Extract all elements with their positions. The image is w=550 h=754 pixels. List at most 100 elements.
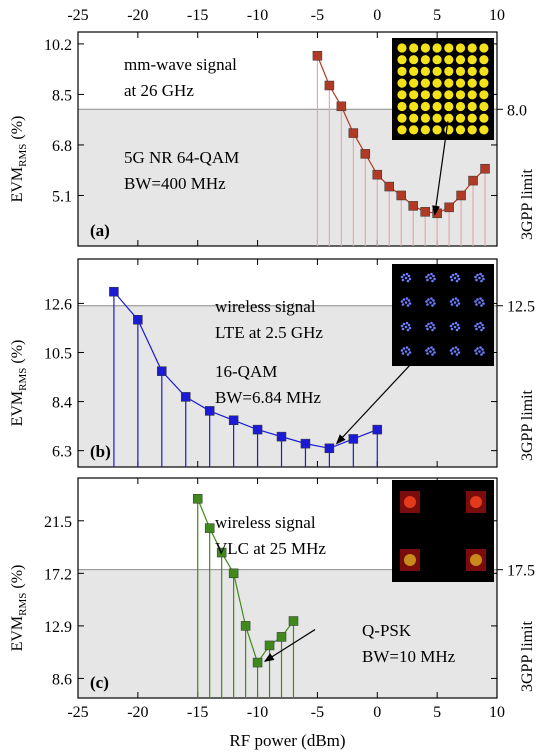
data-point xyxy=(336,101,347,112)
right-axis-label: 3GPP limit xyxy=(519,620,536,692)
x-tick-label-top: -5 xyxy=(311,7,324,24)
constellation-point xyxy=(478,301,481,304)
limit-label: 17.5 xyxy=(507,563,535,580)
panel-a: 10.2 8.5 6.8 5.1 8.0 3GPP limit EVMRMS (%) (a) m… xyxy=(9,31,536,247)
constellation-point xyxy=(420,78,430,88)
constellation-point xyxy=(430,297,433,300)
y-tick-label: 12.9 xyxy=(44,619,72,636)
constellation-point xyxy=(409,101,419,112)
constellation-point xyxy=(455,304,459,307)
constellation-point xyxy=(482,277,485,281)
constellation-point xyxy=(430,321,433,325)
constellation-point xyxy=(479,78,489,88)
y-tick-label: 12.6 xyxy=(44,296,72,313)
constellation-point xyxy=(420,113,430,123)
constellation-point xyxy=(480,279,483,283)
constellation-point xyxy=(444,43,454,53)
constellation-point xyxy=(409,113,419,123)
constellation-point xyxy=(481,348,484,351)
constellation-point xyxy=(453,350,457,353)
panel-label: (c) xyxy=(90,673,109,692)
y-tick-label: 8.4 xyxy=(52,395,72,412)
y-tick-label: 6.8 xyxy=(52,138,72,155)
constellation-point xyxy=(454,346,458,349)
y-tick-label: 8.5 xyxy=(52,87,72,104)
annotation-text: LTE at 2.5 GHz xyxy=(215,323,323,342)
y-axis-label-main: EVM xyxy=(9,391,26,427)
constellation-point xyxy=(474,324,477,328)
constellation-point xyxy=(454,321,458,325)
constellation-point xyxy=(408,326,412,330)
constellation-point xyxy=(450,327,454,331)
annotation-text: mm-wave signal xyxy=(124,55,237,74)
constellation-point xyxy=(409,90,419,100)
constellation-point xyxy=(481,274,484,278)
annotation-text: at 26 GHz xyxy=(124,81,194,100)
constellation-point xyxy=(425,324,428,328)
plot-frame xyxy=(77,477,498,699)
constellation-point xyxy=(397,43,407,53)
constellation-point xyxy=(427,322,430,326)
panel-label: (b) xyxy=(90,442,111,461)
constellation-point xyxy=(444,113,454,123)
constellation-point xyxy=(470,496,482,508)
annotation-text: wireless signal xyxy=(215,513,316,532)
x-tick-label-top: -15 xyxy=(187,7,208,24)
constellation-point xyxy=(430,272,433,276)
y-axis-label-unit: (%) xyxy=(9,340,26,368)
constellation-point xyxy=(444,66,454,76)
constellation-point xyxy=(433,351,436,354)
constellation-point xyxy=(432,66,442,76)
constellation-point xyxy=(402,322,406,326)
constellation-point xyxy=(444,55,454,65)
constellation-point xyxy=(431,304,434,307)
annotation-arrow xyxy=(432,121,449,216)
constellation-point xyxy=(432,90,442,100)
constellation-point xyxy=(402,347,406,350)
constellation-point xyxy=(456,274,460,278)
constellation-point xyxy=(451,273,455,277)
constellation-point xyxy=(426,327,429,331)
constellation-point xyxy=(478,350,481,353)
constellation-point xyxy=(479,346,482,349)
constellation-point xyxy=(451,298,455,301)
constellation-point xyxy=(432,55,442,65)
constellation-point xyxy=(431,328,434,332)
below-limit-shade xyxy=(78,569,497,698)
y-tick-label: 10.2 xyxy=(44,37,72,54)
constellation-point xyxy=(408,351,412,354)
constellation-point xyxy=(467,78,477,88)
constellation-point xyxy=(401,352,405,355)
constellation-point xyxy=(478,276,481,280)
data-point xyxy=(348,434,359,444)
constellation-point xyxy=(482,302,485,305)
constellation-point xyxy=(444,125,454,135)
constellation-point xyxy=(450,352,454,355)
constellation-point xyxy=(409,55,419,65)
data-point xyxy=(252,657,263,668)
y-axis-label-main: EVM xyxy=(9,167,26,203)
data-point xyxy=(468,175,478,186)
constellation-point xyxy=(425,300,428,303)
constellation-point xyxy=(420,55,430,65)
constellation-point xyxy=(457,326,461,330)
constellation-point xyxy=(407,323,411,327)
constellation-point xyxy=(429,350,432,353)
constellation-point xyxy=(409,43,419,53)
constellation-point xyxy=(479,55,489,65)
constellation-point xyxy=(455,353,459,356)
x-tick-label-top: 10 xyxy=(489,7,505,24)
constellation-point xyxy=(455,113,466,123)
constellation-point xyxy=(455,101,466,112)
constellation-point xyxy=(397,125,407,135)
constellation-point xyxy=(405,346,409,349)
data-point xyxy=(264,640,275,651)
annotation-arrow xyxy=(263,629,316,662)
data-point xyxy=(228,568,239,579)
constellation-point xyxy=(455,328,459,332)
x-tick-label-top: -20 xyxy=(127,7,148,24)
x-tick-label-bottom: -10 xyxy=(247,704,268,721)
constellation-point xyxy=(457,351,461,354)
constellation-point xyxy=(479,125,489,135)
